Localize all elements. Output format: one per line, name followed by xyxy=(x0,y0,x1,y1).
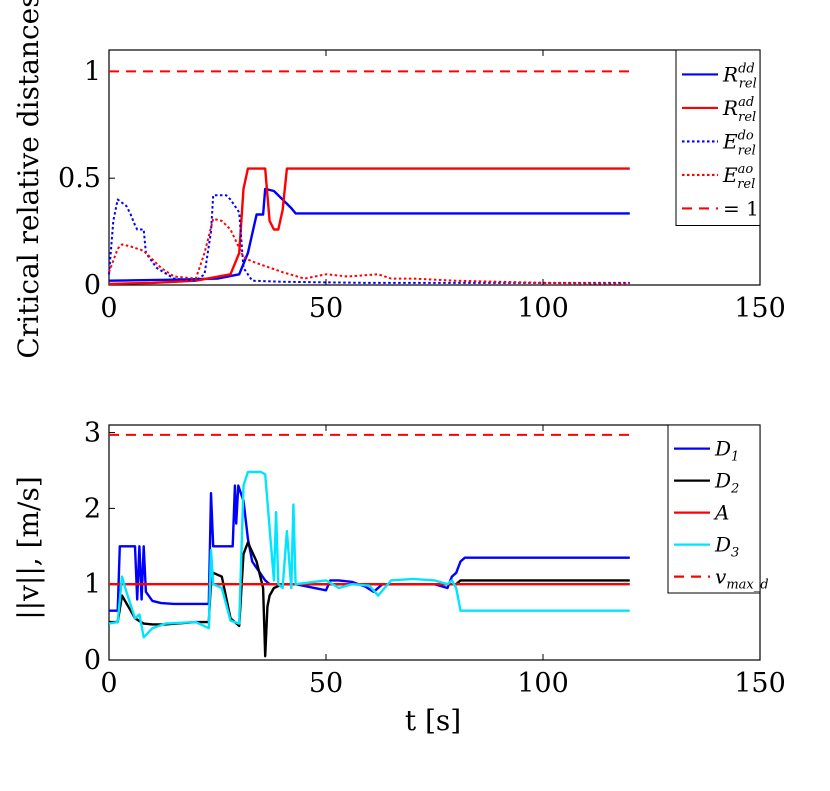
series-line-d-1 xyxy=(109,484,630,612)
plot-frame xyxy=(108,424,761,661)
legend-label: D1 xyxy=(714,437,739,465)
legend-label: Rdd rel xyxy=(722,61,757,91)
x-tick-label: 50 xyxy=(309,668,343,699)
y-axis-label: ||v||, [m/s] xyxy=(12,476,45,620)
series-line-e-rel-ao xyxy=(108,217,630,285)
x-tick-label: 100 xyxy=(517,668,569,699)
subplot-critical-distances: 0 50 100 150 0 0.5 1 Critical relative distanc… xyxy=(12,0,786,359)
x-tick-label: 100 xyxy=(517,293,569,324)
subplot-velocity: 0 50 100 150 0 1 2 3 ||v||, [m/s] t [s] D1 D2 A D3… xyxy=(12,418,786,737)
legend-label: vmax_d xyxy=(715,565,769,593)
series-line-r-rel-dd xyxy=(108,187,630,282)
legend-label: Edo rel xyxy=(722,128,756,158)
y-tick-label: 0 xyxy=(84,645,101,676)
x-tick-label: 50 xyxy=(309,293,343,324)
y-tick-label: 0.5 xyxy=(58,163,101,194)
legend-label: A xyxy=(713,501,729,525)
series-line-d-2 xyxy=(109,541,630,658)
legend-box xyxy=(675,49,761,226)
y-tick-label: 1 xyxy=(84,569,101,600)
legend-label: D3 xyxy=(714,533,739,561)
legend-label: Eao rel xyxy=(722,162,755,192)
y-tick-label: 2 xyxy=(84,493,101,524)
x-axis-label: t [s] xyxy=(405,704,461,737)
y-tick-label: 1 xyxy=(84,56,101,87)
x-tick-label: 0 xyxy=(100,293,117,324)
legend-box xyxy=(667,424,761,594)
series-line-d-3 xyxy=(108,470,630,639)
y-tick-label: 3 xyxy=(84,418,101,449)
legend-label: = 1 xyxy=(723,196,759,220)
legend: D1 D2 A D3 vmax_d xyxy=(667,424,769,594)
legend-label: D2 xyxy=(714,469,739,497)
x-tick-label: 150 xyxy=(734,668,786,699)
series-line-e-rel-do xyxy=(108,194,630,284)
y-axis-label: Critical relative distances xyxy=(12,0,45,359)
x-tick-label: 150 xyxy=(734,293,786,324)
y-tick-label: 0 xyxy=(84,270,101,301)
legend-label: Rad rel xyxy=(722,95,756,125)
series-line-r-rel-ad xyxy=(108,167,630,286)
x-tick-label: 0 xyxy=(100,668,117,699)
